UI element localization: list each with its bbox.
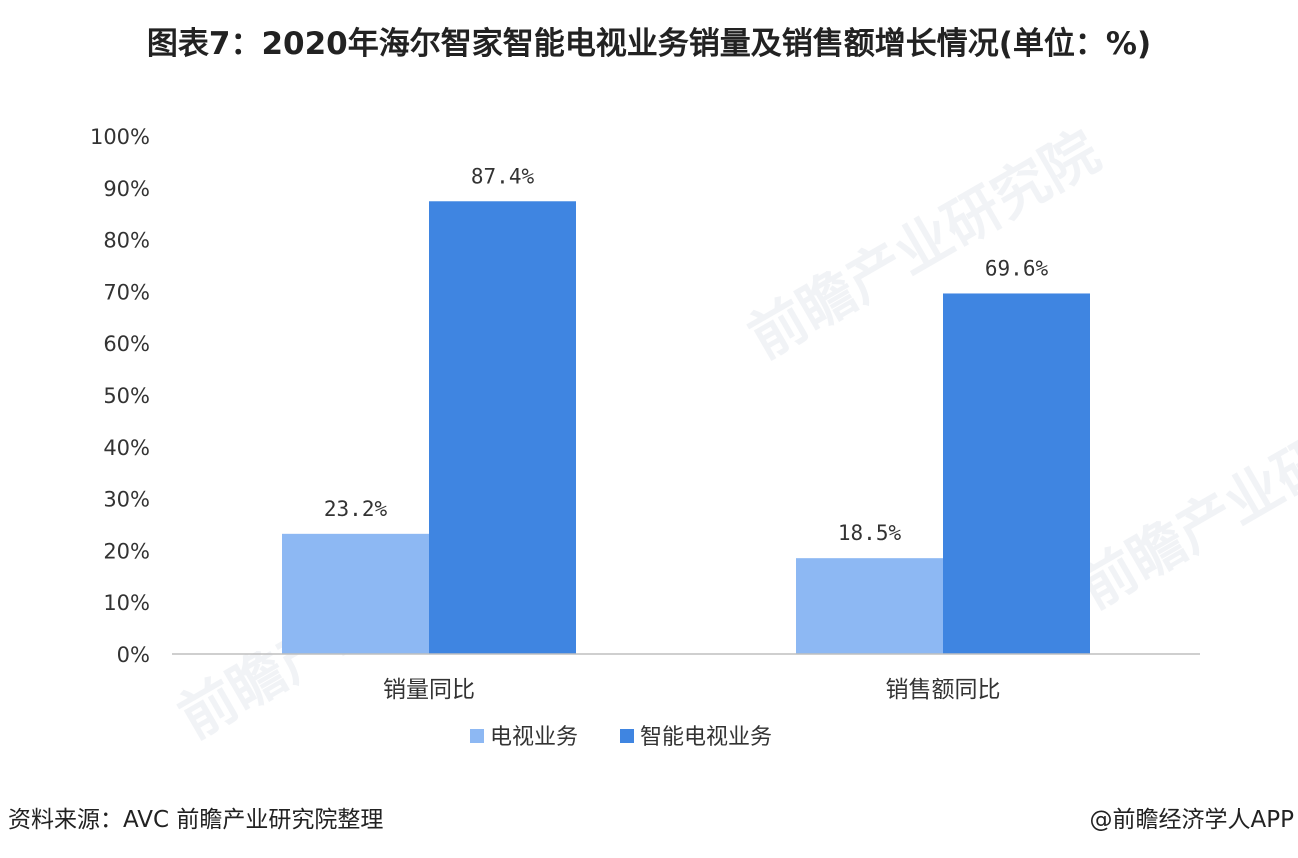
y-tick-label: 80% <box>103 229 150 253</box>
source-note: 资料来源：AVC 前瞻产业研究院整理 <box>8 807 384 833</box>
y-tick-label: 40% <box>103 436 150 460</box>
bar <box>282 533 429 654</box>
y-tick-label: 100% <box>90 125 150 149</box>
chart-title: 图表7：2020年海尔智家智能电视业务销量及销售额增长情况(单位：%) <box>146 26 1152 62</box>
y-tick-label: 50% <box>103 384 150 408</box>
x-category-label: 销售额同比 <box>886 677 1001 703</box>
legend-label: 智能电视业务 <box>640 725 772 750</box>
x-category-label: 销量同比 <box>383 677 475 703</box>
y-tick-label: 60% <box>103 332 150 356</box>
data-label: 18.5% <box>838 521 902 545</box>
data-label: 87.4% <box>471 164 535 188</box>
legend-swatch <box>470 729 484 743</box>
bar <box>429 201 576 654</box>
credit-note: @前瞻经济学人APP <box>1089 807 1294 833</box>
y-tick-label: 10% <box>103 591 150 615</box>
y-tick-label: 70% <box>103 280 150 304</box>
y-tick-label: 90% <box>103 177 150 201</box>
y-tick-label: 30% <box>103 488 150 512</box>
bar <box>943 293 1090 654</box>
legend-swatch <box>620 729 634 743</box>
bar <box>796 558 943 654</box>
bar-chart: 0% 10% 20% 30% 40% 50% 60% 70% 80% 90% 100% 23.2% 87… <box>90 125 1200 750</box>
legend-label: 电视业务 <box>490 725 578 750</box>
y-tick-label: 0% <box>117 643 150 667</box>
y-tick-label: 20% <box>103 539 150 563</box>
chart-panel: 前瞻产业研究院 前瞻产业研究院 前瞻产业研究院 0%10%20%30%40%50… <box>12 84 1298 774</box>
data-label: 23.2% <box>324 497 388 521</box>
data-label: 69.6% <box>985 256 1049 280</box>
